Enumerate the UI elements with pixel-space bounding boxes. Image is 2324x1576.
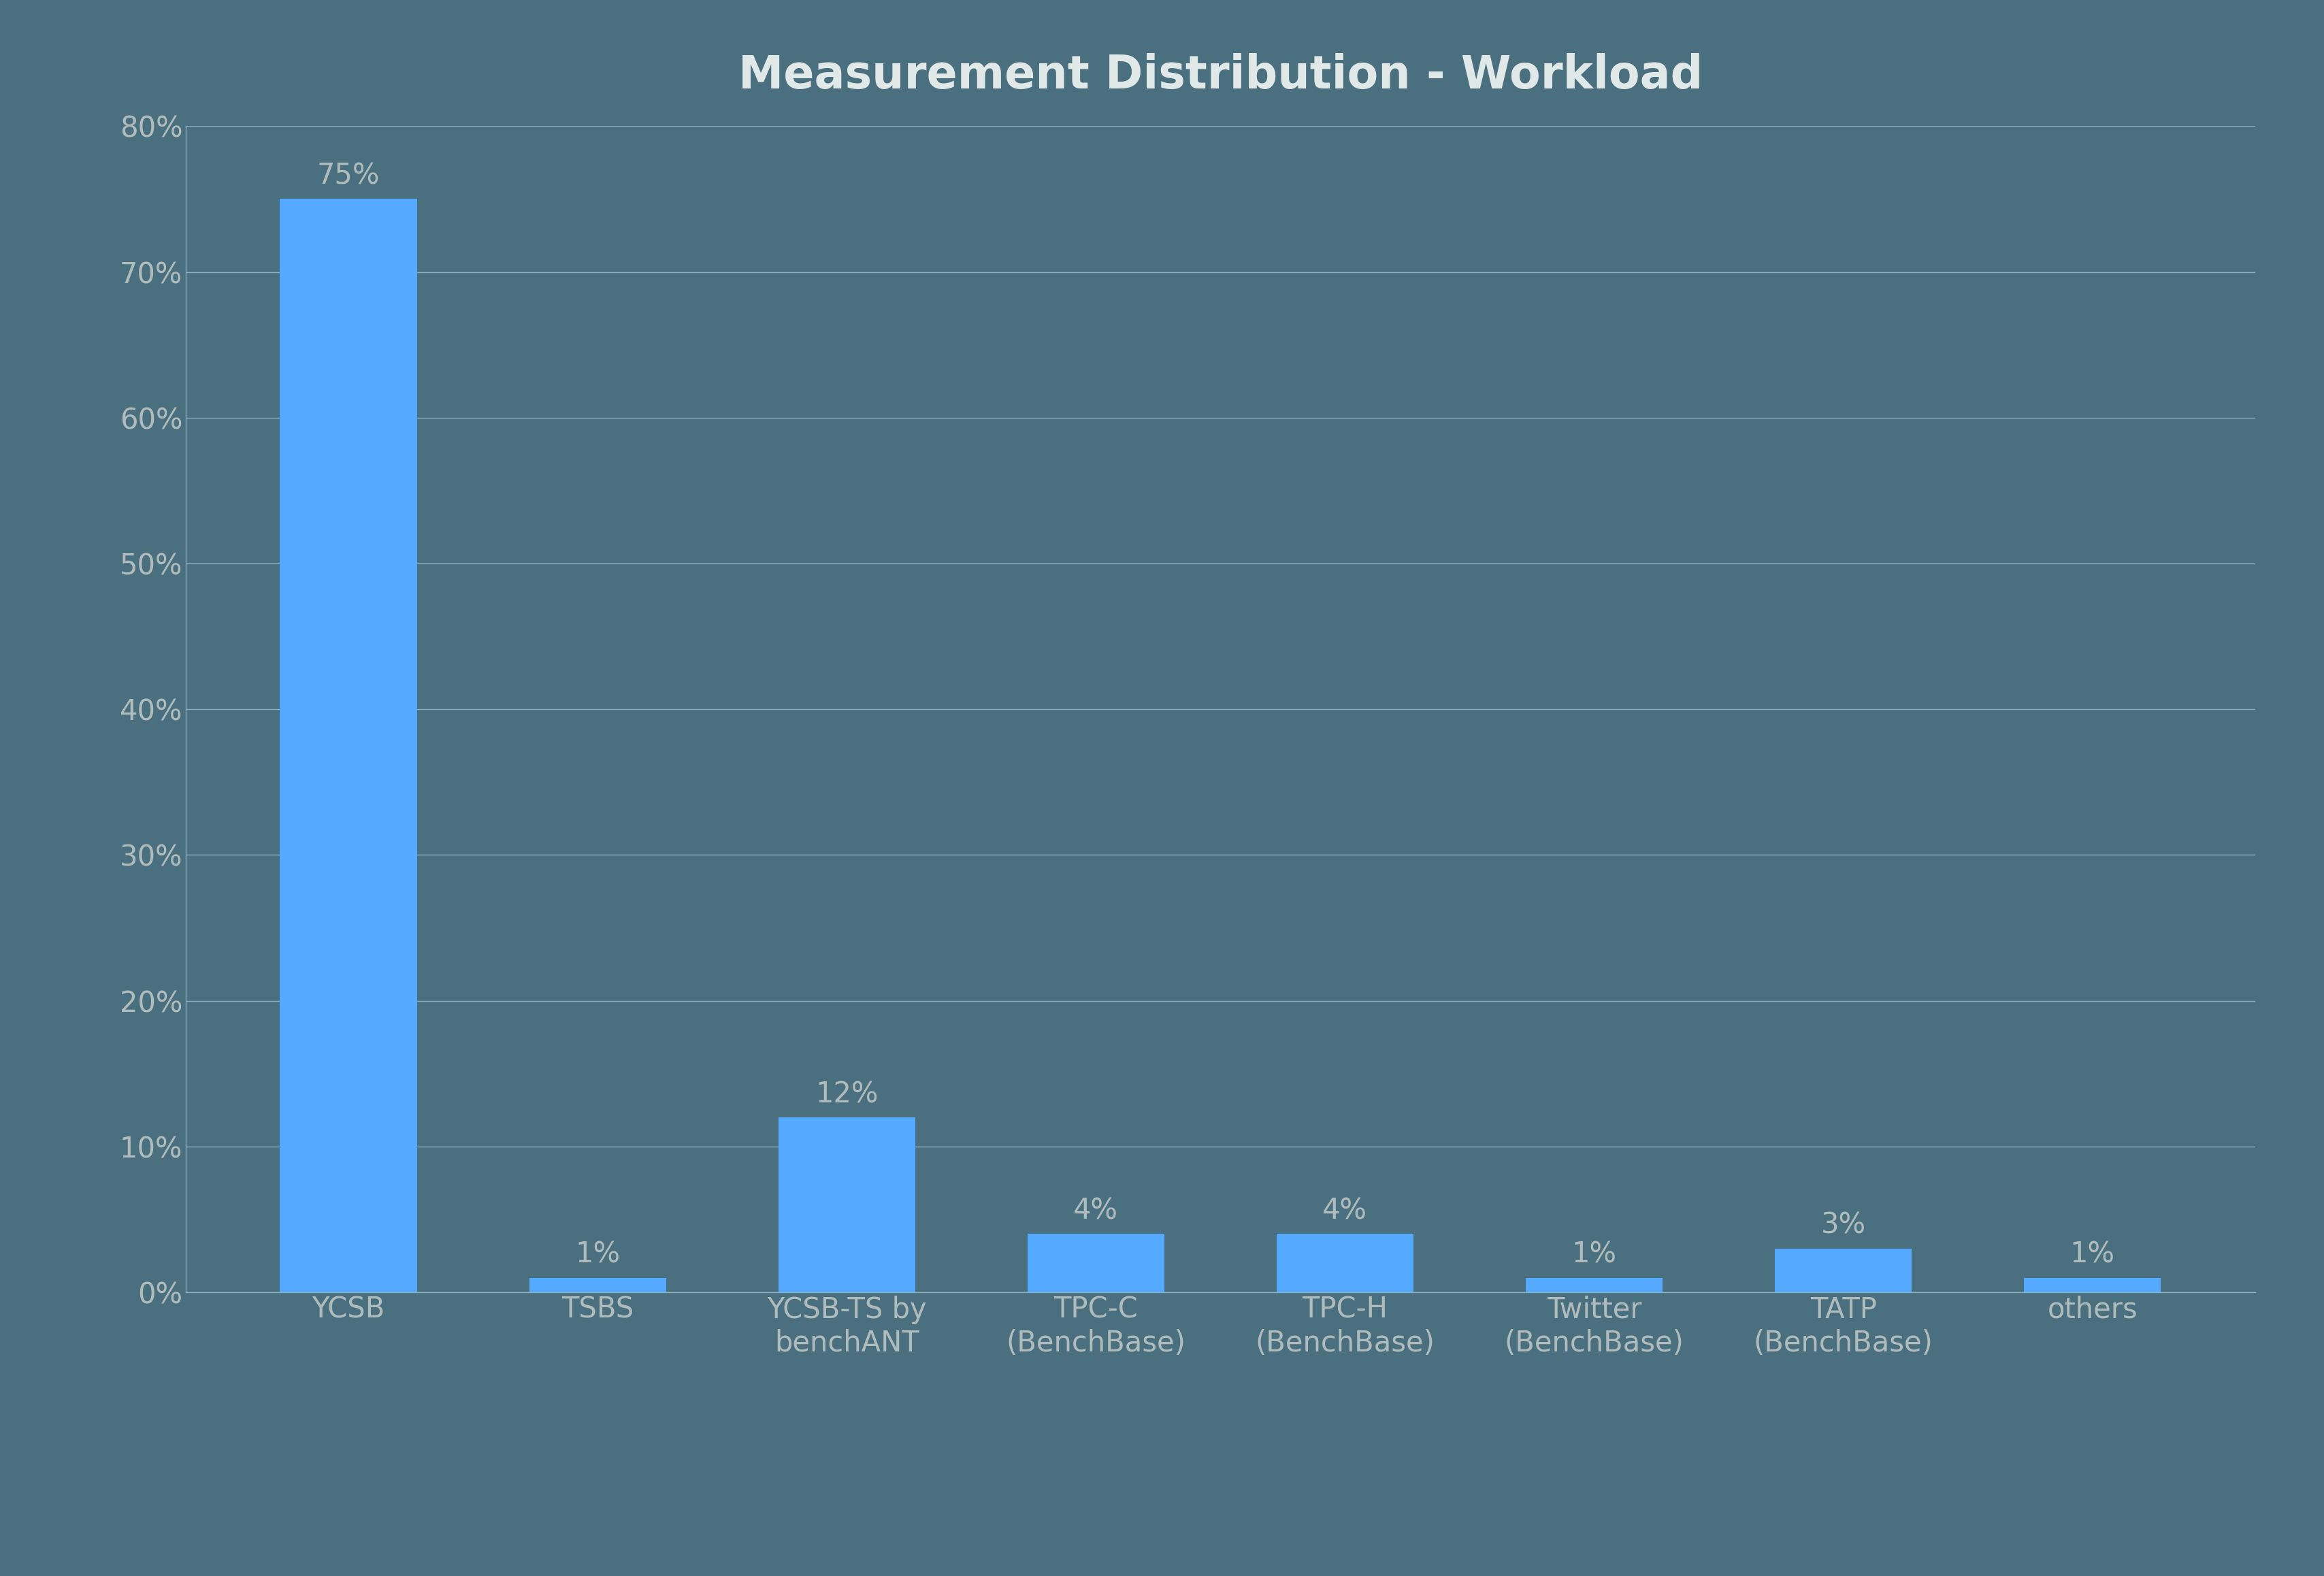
- Bar: [1027, 1234, 1164, 1292]
- Bar: [1525, 1278, 1662, 1292]
- Text: 75%: 75%: [316, 162, 379, 191]
- Text: 1%: 1%: [2068, 1240, 2115, 1269]
- Text: 4%: 4%: [1322, 1196, 1367, 1225]
- Bar: [2024, 1278, 2161, 1292]
- Bar: [1276, 1234, 1413, 1292]
- Text: 12%: 12%: [816, 1080, 878, 1108]
- Bar: [530, 1278, 667, 1292]
- Bar: [279, 199, 416, 1292]
- Text: 1%: 1%: [574, 1240, 621, 1269]
- Text: 3%: 3%: [1820, 1212, 1866, 1240]
- Text: 4%: 4%: [1074, 1196, 1118, 1225]
- Bar: [779, 1117, 916, 1292]
- Text: 1%: 1%: [1571, 1240, 1615, 1269]
- Bar: [1773, 1248, 1910, 1292]
- Title: Measurement Distribution - Workload: Measurement Distribution - Workload: [739, 54, 1701, 98]
